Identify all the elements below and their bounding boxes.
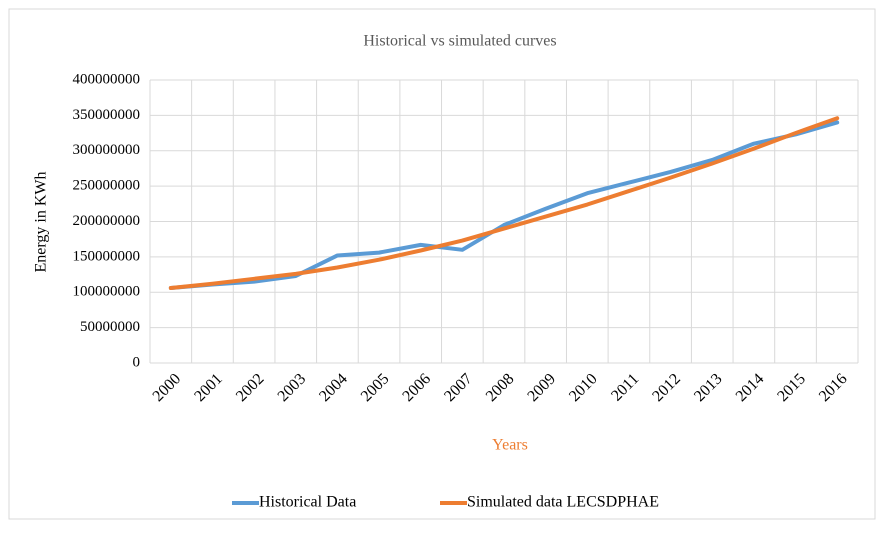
y-tick-label: 100000000 (73, 284, 141, 300)
legend-label: Simulated data LECSDPHAE (467, 494, 659, 511)
y-tick-label: 200000000 (73, 213, 141, 229)
y-tick-label: 0 (133, 354, 141, 370)
y-tick-label: 300000000 (73, 142, 141, 158)
chart-title: Historical vs simulated curves (363, 33, 556, 50)
x-axis-label: Years (492, 437, 528, 454)
y-tick-label: 400000000 (73, 71, 141, 87)
y-tick-label: 250000000 (73, 178, 141, 194)
y-tick-label: 150000000 (73, 248, 141, 264)
y-tick-label: 50000000 (80, 319, 140, 335)
series-line (168, 116, 840, 291)
y-axis-label: Energy in KWh (33, 171, 50, 272)
legend-label: Historical Data (259, 494, 356, 511)
series-line (168, 120, 840, 291)
y-tick-label: 350000000 (73, 107, 141, 123)
